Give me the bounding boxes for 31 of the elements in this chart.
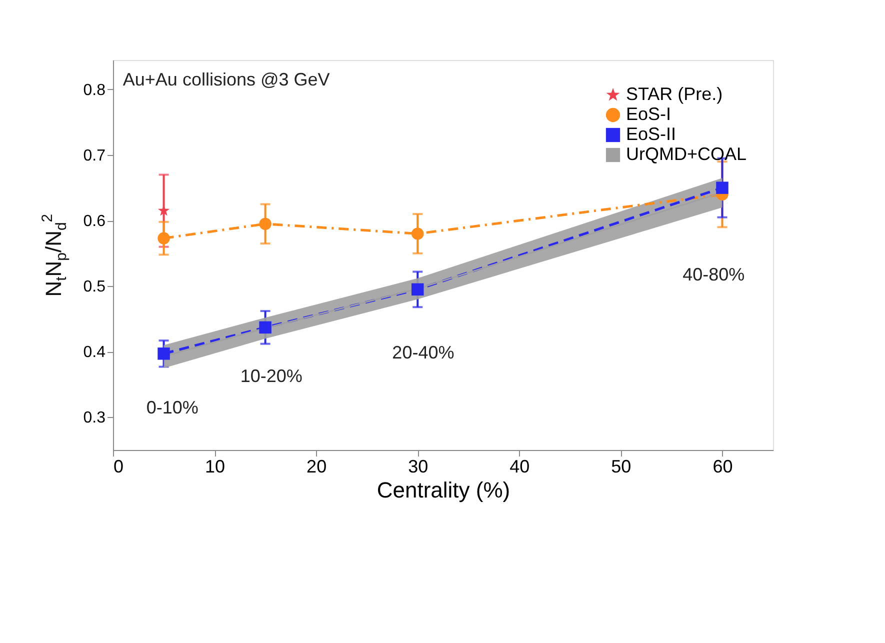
legend-label: EoS-I [626, 104, 672, 124]
x-tick-label: 10 [205, 456, 226, 476]
legend-label: STAR (Pre.) [626, 84, 723, 104]
point [259, 218, 272, 230]
annotation: Au+Au collisions @3 GeV [122, 70, 330, 90]
y-tick-label: 0.3 [83, 410, 106, 427]
point [158, 232, 170, 244]
annotation: 20-40% [392, 342, 454, 363]
x-tick-label: 0 [114, 456, 124, 476]
y-tick-label: 0.4 [83, 344, 106, 362]
x-axis-title: Centrality (%) [376, 478, 510, 502]
annotation: 0-10% [146, 397, 198, 418]
y-axis-title: NtNp/Nd2 [39, 214, 70, 297]
point [411, 283, 424, 296]
point [716, 182, 728, 194]
y-tick-label: 0.6 [83, 213, 106, 230]
legend-label: EoS-II [626, 124, 676, 144]
point [158, 348, 170, 360]
x-tick-label: 20 [306, 456, 327, 476]
annotation: 40-80% [682, 264, 745, 285]
y-tick-label: 0.7 [83, 148, 106, 165]
point [259, 321, 272, 334]
x-tick-label: 50 [611, 456, 632, 476]
x-tick-label: 40 [510, 456, 530, 476]
y-tick-label: 0.8 [83, 82, 106, 99]
point [411, 228, 424, 240]
x-tick-label: 30 [408, 456, 428, 476]
legend-label: UrQMD+COAL [626, 144, 747, 164]
annotation: 10-20% [240, 366, 302, 386]
x-tick-label: 60 [712, 456, 733, 476]
y-tick-label: 0.5 [83, 278, 106, 296]
